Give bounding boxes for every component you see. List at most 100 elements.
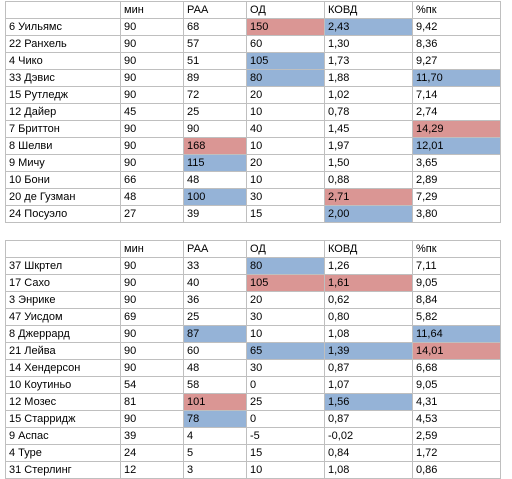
table-row: 12 Дайер 45 25 10 0,78 2,74	[5, 103, 501, 121]
cell-kovd: 1,30	[324, 35, 413, 53]
cell-od: 105	[246, 52, 325, 70]
cell-od: -5	[246, 427, 325, 445]
column-header-pk-percent: %пк	[412, 240, 501, 258]
cell-raa: 90	[183, 120, 247, 138]
cell-minutes: 90	[120, 69, 184, 87]
table-row: 9 Мичу 90 115 20 1,50 3,65	[5, 154, 501, 172]
cell-kovd: 1,50	[324, 154, 413, 172]
cell-kovd: -0,02	[324, 427, 413, 445]
cell-kovd: 1,56	[324, 393, 413, 411]
cell-minutes: 69	[120, 308, 184, 326]
cell-player-name: 47 Уисдом	[5, 308, 121, 326]
cell-kovd: 0,87	[324, 359, 413, 377]
table-row: 24 Посуэло 27 39 15 2,00 3,80	[5, 205, 501, 223]
cell-player-name: 7 Бриттон	[5, 120, 121, 138]
cell-od: 15	[246, 205, 325, 223]
cell-player-name: 9 Мичу	[5, 154, 121, 172]
cell-od: 40	[246, 120, 325, 138]
cell-kovd: 2,00	[324, 205, 413, 223]
cell-raa: 3	[183, 461, 247, 479]
cell-od: 30	[246, 308, 325, 326]
table-row: 3 Энрике 90 36 20 0,62 8,84	[5, 291, 501, 309]
cell-player-name: 33 Дэвис	[5, 69, 121, 87]
cell-pk-percent: 8,36	[412, 35, 501, 53]
cell-minutes: 90	[120, 120, 184, 138]
cell-kovd: 1,07	[324, 376, 413, 394]
cell-od: 150	[246, 18, 325, 36]
cell-minutes: 90	[120, 257, 184, 275]
cell-raa: 60	[183, 342, 247, 360]
cell-player-name: 15 Рутледж	[5, 86, 121, 104]
cell-kovd: 0,80	[324, 308, 413, 326]
table-row: 7 Бриттон 90 90 40 1,45 14,29	[5, 120, 501, 138]
cell-minutes: 27	[120, 205, 184, 223]
cell-raa: 87	[183, 325, 247, 343]
cell-raa: 48	[183, 171, 247, 189]
column-header-minutes: мин	[120, 1, 184, 19]
cell-minutes: 90	[120, 154, 184, 172]
column-header-od: ОД	[246, 240, 325, 258]
cell-od: 0	[246, 410, 325, 428]
cell-minutes: 90	[120, 52, 184, 70]
cell-minutes: 90	[120, 291, 184, 309]
cell-player-name: 8 Шелви	[5, 137, 121, 155]
cell-raa: 68	[183, 18, 247, 36]
cell-player-name: 22 Ранхель	[5, 35, 121, 53]
cell-minutes: 90	[120, 137, 184, 155]
cell-kovd: 1,73	[324, 52, 413, 70]
cell-kovd: 1,45	[324, 120, 413, 138]
cell-player-name: 20 де Гузман	[5, 188, 121, 206]
cell-kovd: 1,02	[324, 86, 413, 104]
cell-pk-percent: 9,27	[412, 52, 501, 70]
table-row: 21 Лейва 90 60 65 1,39 14,01	[5, 342, 501, 360]
column-header-pk-percent: %пк	[412, 1, 501, 19]
cell-minutes: 66	[120, 171, 184, 189]
cell-pk-percent: 9,05	[412, 376, 501, 394]
cell-od: 20	[246, 291, 325, 309]
table-row: 6 Уильямс 90 68 150 2,43 9,42	[5, 18, 501, 36]
cell-kovd: 1,97	[324, 137, 413, 155]
team-stats-table-1: мин РАА ОД КОВД %пк 6 Уильямс 90 68 150 2,43 9,42 2…	[5, 1, 501, 223]
cell-player-name: 8 Джеррард	[5, 325, 121, 343]
cell-pk-percent: 7,11	[412, 257, 501, 275]
cell-raa: 33	[183, 257, 247, 275]
column-header-kovd: КОВД	[324, 240, 413, 258]
table-row: 20 де Гузман 48 100 30 2,71 7,29	[5, 188, 501, 206]
cell-minutes: 48	[120, 188, 184, 206]
cell-od: 60	[246, 35, 325, 53]
cell-kovd: 0,78	[324, 103, 413, 121]
table-row: 47 Уисдом 69 25 30 0,80 5,82	[5, 308, 501, 326]
table-row: 17 Сахо 90 40 105 1,61 9,05	[5, 274, 501, 292]
cell-player-name: 15 Старридж	[5, 410, 121, 428]
cell-od: 80	[246, 69, 325, 87]
table-row: 4 Чико 90 51 105 1,73 9,27	[5, 52, 501, 70]
cell-kovd: 0,84	[324, 444, 413, 462]
cell-od: 0	[246, 376, 325, 394]
cell-pk-percent: 9,42	[412, 18, 501, 36]
cell-od: 65	[246, 342, 325, 360]
cell-pk-percent: 2,59	[412, 427, 501, 445]
cell-minutes: 12	[120, 461, 184, 479]
cell-od: 10	[246, 137, 325, 155]
cell-raa: 89	[183, 69, 247, 87]
column-header-od: ОД	[246, 1, 325, 19]
table-row: 8 Джеррард 90 87 10 1,08 11,64	[5, 325, 501, 343]
cell-minutes: 90	[120, 342, 184, 360]
cell-minutes: 45	[120, 103, 184, 121]
cell-minutes: 24	[120, 444, 184, 462]
table-row: 14 Хендерсон 90 48 30 0,87 6,68	[5, 359, 501, 377]
cell-raa: 48	[183, 359, 247, 377]
cell-minutes: 90	[120, 86, 184, 104]
table-row: 4 Туре 24 5 15 0,84 1,72	[5, 444, 501, 462]
cell-minutes: 90	[120, 18, 184, 36]
cell-pk-percent: 4,53	[412, 410, 501, 428]
cell-kovd: 0,88	[324, 171, 413, 189]
cell-kovd: 1,61	[324, 274, 413, 292]
cell-raa: 36	[183, 291, 247, 309]
cell-pk-percent: 8,84	[412, 291, 501, 309]
table-row: 9 Аспас 39 4 -5 -0,02 2,59	[5, 427, 501, 445]
cell-player-name: 10 Коутиньо	[5, 376, 121, 394]
cell-raa: 115	[183, 154, 247, 172]
column-header-kovd: КОВД	[324, 1, 413, 19]
cell-raa: 168	[183, 137, 247, 155]
